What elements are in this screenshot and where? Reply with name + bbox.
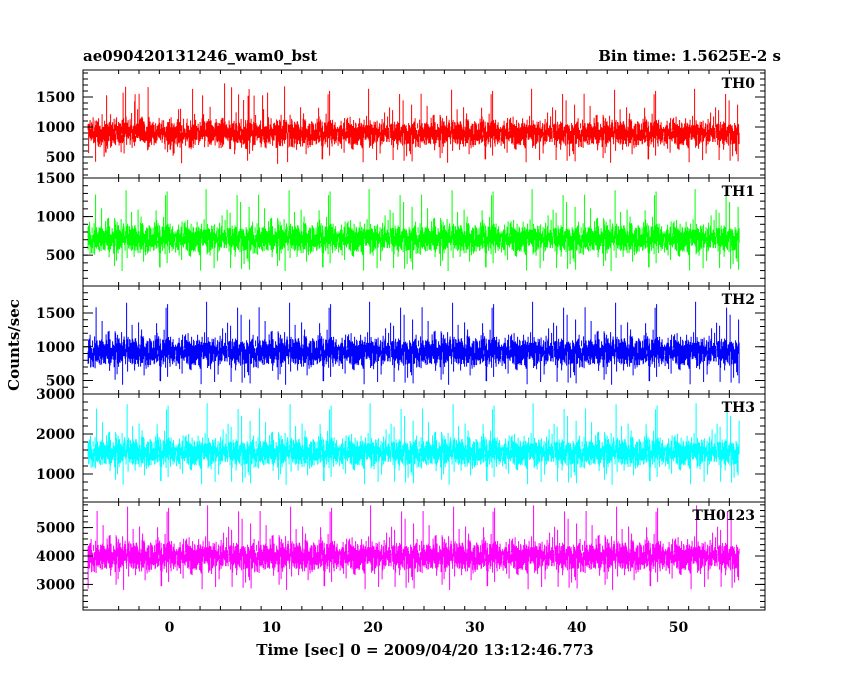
x-tick-label: 40 [567,620,587,636]
panel-label: TH3 [722,400,755,416]
panel-label: TH2 [722,292,755,308]
bin-time-label: Bin time: 1.5625E-2 s [598,47,781,65]
x-axis: 0 10 20 30 40 50 [165,620,689,636]
chart-title: ae090420131246_wam0_bst [83,47,317,65]
x-tick-label: 10 [262,620,282,636]
y-tick-label: 1500 [36,90,75,106]
series-th0123 [87,505,740,590]
y-tick-label: 500 [46,374,75,390]
y-tick-label: 3000 [36,577,75,593]
y-tick-label: 1500 [36,306,75,322]
y-tick-label: 2000 [36,427,75,443]
panel-label: TH1 [722,184,755,200]
x-axis-title: Time [sec] 0 = 2009/04/20 13:12:46.773 [256,641,593,659]
y-tick-label: 1000 [36,467,75,483]
panel-label: TH0 [722,76,756,92]
series-th3 [87,403,740,485]
panel-th3: 1000 2000 3000 TH3 [36,387,766,503]
y-tick-label: 1500 [36,171,75,187]
y-axis-title: Counts/sec [5,299,23,391]
panel-frame [82,69,766,179]
x-tick-label: 50 [669,620,689,636]
series-th2 [87,301,740,385]
x-tick-label: 20 [363,620,383,636]
x-tick-label: 0 [165,620,175,636]
panel-th0: 500 1000 1500 TH0 [36,69,766,179]
y-tick-label: 500 [46,150,75,166]
y-tick-label: 500 [46,248,75,264]
panel-th0123: 3000 4000 5000 TH0123 [36,501,766,611]
series-th1 [87,189,740,271]
panels: 500 1000 1500 TH0 500 1000 1500 TH1 500 1000 1500 T… [36,69,766,611]
y-tick-label: 1000 [36,210,75,226]
series-th0 [87,83,740,164]
x-tick-label: 30 [465,620,485,636]
y-tick-label: 1000 [36,340,75,356]
y-tick-label: 3000 [36,387,75,403]
y-tick-label: 4000 [36,549,75,565]
panel-th1: 500 1000 1500 TH1 [36,171,766,287]
panel-th2: 500 1000 1500 TH2 [36,285,766,395]
y-tick-label: 5000 [36,521,75,537]
y-tick-label: 1000 [36,120,75,136]
panel-label: TH0123 [692,508,755,524]
